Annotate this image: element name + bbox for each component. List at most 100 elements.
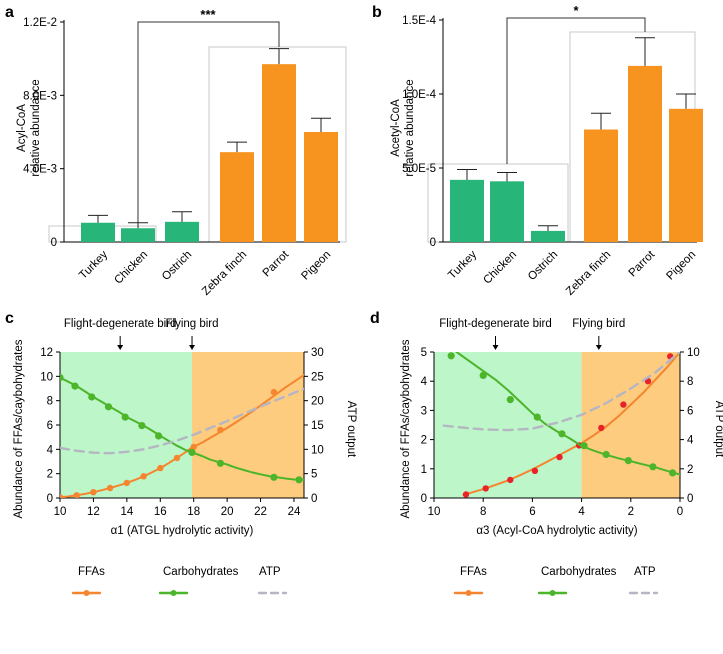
series-point-carbohydrates <box>533 413 541 421</box>
legend-label: FFAs <box>78 566 105 578</box>
y-axis-label: Acyl-CoA <box>16 104 28 152</box>
category-label: Ostrich <box>526 249 560 283</box>
series-point-carbohydrates <box>669 469 677 477</box>
series-point-carbohydrates <box>138 422 146 430</box>
flying-region <box>581 352 680 498</box>
y-tick-label: 5.0E-5 <box>402 163 436 175</box>
series-point-ffas <box>173 454 181 462</box>
annotation-arrowhead <box>492 345 499 350</box>
x-tick-label: 22 <box>254 506 267 518</box>
y-axis-label: Abundance of FFAs/caybohydrates <box>13 339 25 518</box>
series-point-ffas <box>157 464 164 472</box>
category-label: Parrot <box>627 248 658 279</box>
bar-chicken <box>121 228 155 242</box>
bar-turkey <box>450 179 484 242</box>
y-axis-label: relative abundance <box>30 79 42 176</box>
y-tick-label: 10 <box>40 371 53 383</box>
y-tick-label: 8.0E-3 <box>23 90 57 102</box>
x-tick-label: 10 <box>54 506 67 518</box>
series-point-ffas <box>270 388 278 396</box>
series-line-carbohydrates <box>60 376 304 481</box>
panel-label-a: a <box>5 4 14 21</box>
bar-pigeon <box>669 108 703 242</box>
series-point-ffas <box>556 453 563 461</box>
x-tick-label: 20 <box>221 506 234 518</box>
y-tick-label: 8 <box>47 396 53 408</box>
category-label: Turkey <box>77 249 110 282</box>
y-tick-label: 4 <box>47 444 54 456</box>
x-tick-label: 8 <box>480 506 486 518</box>
y-tick-label: 0 <box>51 237 57 249</box>
y-tick-label: 0 <box>47 493 53 505</box>
legend-swatch-dot <box>83 590 90 596</box>
legend-swatch-dot <box>465 590 472 596</box>
x-tick-label: 12 <box>87 506 100 518</box>
significance-bracket <box>137 21 280 226</box>
annotation-arrowhead <box>189 345 196 350</box>
series-point-ffas <box>531 467 539 474</box>
y-axis-label: relative abundance <box>404 79 416 176</box>
y-tick-label: 4 <box>421 376 428 388</box>
series-point-carbohydrates <box>558 430 566 438</box>
x-tick-label: 4 <box>578 506 585 518</box>
series-point-ffas <box>462 491 470 498</box>
y-tick-label: 12 <box>40 347 53 359</box>
x-axis-label: α3 (Acyl-CoA hydrolytic activity) <box>476 525 637 537</box>
y-tick-label: 1.0E-4 <box>402 89 436 101</box>
series-point-carbohydrates <box>624 457 632 465</box>
bar-zebra-finch <box>220 152 254 242</box>
region-annotation: Flight-degenerate bird <box>439 318 552 330</box>
series-point-carbohydrates <box>295 476 303 484</box>
category-label: Pigeon <box>664 249 698 283</box>
annotation-arrowhead <box>595 345 602 350</box>
series-point-carbohydrates <box>580 442 588 450</box>
y-tick-label: 3 <box>421 405 427 417</box>
y2-tick-label: 20 <box>311 396 324 408</box>
bar-pigeon <box>304 132 338 242</box>
series-point-ffas <box>620 401 627 408</box>
bar-zebra-finch <box>584 129 618 242</box>
bar-chicken <box>490 181 524 242</box>
y2-tick-label: 15 <box>311 420 324 432</box>
series-point-carbohydrates <box>104 403 113 411</box>
flight-degenerate-region <box>60 352 193 498</box>
y2-tick-label: 10 <box>311 444 324 456</box>
y-tick-label: 1 <box>421 464 427 476</box>
y2-tick-label: 25 <box>311 371 324 383</box>
region-annotation: Flying bird <box>165 318 218 330</box>
y-tick-label: 2 <box>421 435 427 447</box>
panel-label-c: c <box>5 310 14 327</box>
y-axis-label: Abundance of FFAs/caybohydrates <box>400 339 412 518</box>
legend-label: Carbohydrates <box>541 566 617 578</box>
series-line-ffas <box>60 374 304 498</box>
series-point-carbohydrates <box>270 473 278 481</box>
y2-tick-label: 0 <box>311 493 317 505</box>
y2-tick-label: 4 <box>687 435 694 447</box>
x-tick-label: 18 <box>187 506 200 518</box>
category-label: Zebra finch <box>564 249 613 298</box>
series-point-ffas <box>598 424 605 432</box>
series-line-atp <box>442 352 680 432</box>
y-tick-label: 0 <box>430 237 436 249</box>
series-point-carbohydrates <box>447 352 455 360</box>
category-label: Chicken <box>112 249 150 287</box>
y-tick-label: 1.5E-4 <box>402 15 436 27</box>
y2-axis-label: ATP output <box>345 401 357 458</box>
series-point-carbohydrates <box>155 432 163 440</box>
series-point-carbohydrates <box>60 374 64 382</box>
legend-swatch-dot <box>549 590 556 596</box>
y-tick-label: 2 <box>47 469 53 481</box>
series-point-ffas <box>123 479 130 487</box>
series-point-carbohydrates <box>479 371 487 379</box>
y2-tick-label: 5 <box>311 469 317 481</box>
bar-ostrich <box>165 221 199 242</box>
series-point-carbohydrates <box>216 459 224 467</box>
annotation-arrowhead <box>117 345 124 350</box>
x-tick-label: 2 <box>628 506 634 518</box>
y-tick-label: 6 <box>47 420 53 432</box>
flight-degenerate-region <box>434 352 582 498</box>
series-point-carbohydrates <box>602 450 610 459</box>
region-annotation: Flight-degenerate bird <box>64 318 177 330</box>
category-label: Zebra finch <box>200 249 249 298</box>
